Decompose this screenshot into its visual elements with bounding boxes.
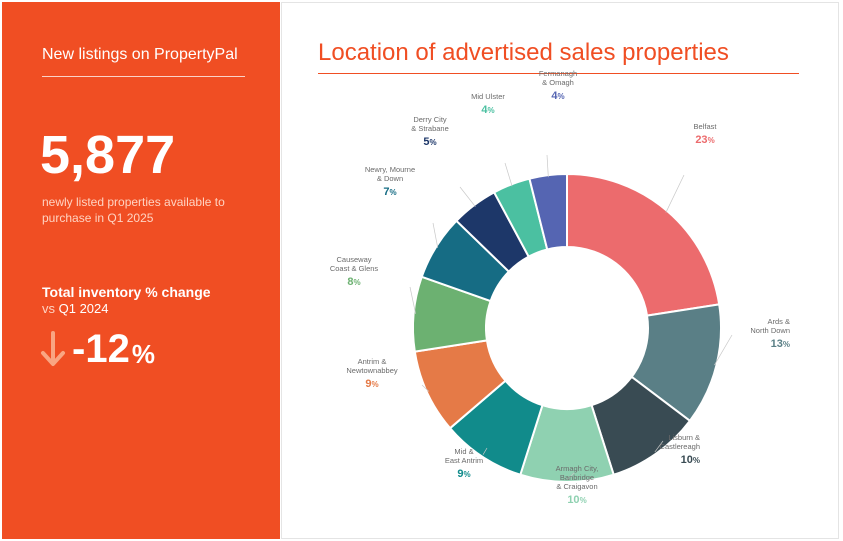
slice-value-label: 8% — [347, 276, 360, 288]
slice-value-label: 4% — [551, 90, 564, 102]
label-leader-line — [421, 384, 430, 392]
slice-label: Armagh City, — [556, 464, 599, 473]
slice-label: & Strabane — [411, 124, 449, 133]
slice-label-group: Ards &North Down 13% — [750, 317, 790, 350]
slice-label-group: Fermanagh& Omagh 4% — [539, 69, 577, 102]
label-leader-line — [665, 174, 685, 213]
slice-label: Ards & — [767, 317, 790, 326]
slice-label-group: Lisburn &Castlereagh 10% — [660, 433, 700, 466]
label-leader-line — [654, 440, 664, 453]
slice-label: North Down — [750, 326, 790, 335]
slice-label: Mid Ulster — [471, 92, 505, 101]
label-leader-line — [432, 222, 439, 249]
label-leader-line — [459, 186, 476, 207]
slice-label: East Antrim — [445, 456, 483, 465]
slice-value-label: 5% — [423, 136, 436, 148]
donut-slice — [566, 172, 721, 317]
inventory-change-period: vs Q1 2024 — [42, 301, 109, 316]
slice-label: & Craigavon — [556, 482, 597, 491]
slice-label-group: Mid &East Antrim 9% — [445, 447, 483, 480]
slice-label: Lisburn & — [668, 433, 700, 442]
slice-label: Causeway — [336, 255, 371, 264]
chart-title-divider — [318, 73, 799, 74]
chart-title: Location of advertised sales properties — [318, 39, 729, 66]
label-leader-line — [566, 472, 575, 481]
slice-label-group: Armagh City,Banbridge& Craigavon 10% — [556, 464, 599, 506]
new-listings-caption: newly listed properties available to pur… — [42, 195, 225, 225]
slice-label: Antrim & — [358, 357, 387, 366]
inventory-vs-label: vs — [42, 301, 55, 316]
new-listings-count: 5,877 — [40, 125, 176, 185]
slice-label-group: Antrim &Newtownabbey 9% — [346, 357, 398, 390]
slice-value-label: 10% — [681, 454, 700, 466]
slice-value-label: 23% — [695, 134, 714, 146]
slice-label-group: Derry City& Strabane 5% — [411, 115, 449, 148]
slice-label: Newry, Mourne — [365, 165, 415, 174]
slice-label: Mid & — [454, 447, 473, 456]
inventory-change-value: -12 — [72, 327, 130, 371]
slice-label: Fermanagh — [539, 69, 577, 78]
slice-label: & Omagh — [542, 78, 574, 87]
label-leader-line — [714, 334, 733, 366]
inventory-change-title: Total inventory % change — [42, 284, 211, 300]
slice-label-group: Mid Ulster 4% — [471, 92, 505, 116]
slice-label: Belfast — [694, 122, 718, 131]
panel-heading: New listings on PropertyPal — [42, 46, 238, 63]
label-leader-line — [409, 286, 416, 315]
slice-value-label: 9% — [365, 378, 378, 390]
slice-value-label: 10% — [567, 494, 586, 506]
slice-label: Derry City — [413, 115, 447, 124]
slice-label: Castlereagh — [660, 442, 700, 451]
slice-label: Coast & Glens — [330, 264, 379, 273]
label-leader-line — [482, 447, 488, 455]
inventory-change-row: -12 % — [40, 328, 155, 370]
inventory-period-label: Q1 2024 — [58, 301, 109, 316]
label-leader-line — [546, 154, 549, 178]
donut-slice — [528, 172, 568, 251]
down-arrow-icon — [41, 331, 65, 366]
slice-label-group: Newry, Mourne& Down 7% — [365, 165, 415, 198]
slice-label: Banbridge — [560, 473, 594, 482]
inventory-change-percent-sign: % — [131, 339, 155, 369]
slice-value-label: 13% — [771, 338, 790, 350]
slice-value-label: 9% — [457, 468, 470, 480]
slice-value-label: 7% — [383, 186, 396, 198]
heading-divider — [42, 76, 245, 77]
slice-value-label: 4% — [481, 104, 494, 116]
summary-panel: New listings on PropertyPal 5,877 newly … — [2, 2, 280, 539]
slice-label: Newtownabbey — [346, 366, 398, 375]
chart-panel: Location of advertised sales properties … — [281, 2, 839, 539]
slice-label: & Down — [377, 174, 403, 183]
label-leader-line — [504, 162, 513, 187]
slice-label-group: Belfast 23% — [694, 122, 718, 146]
